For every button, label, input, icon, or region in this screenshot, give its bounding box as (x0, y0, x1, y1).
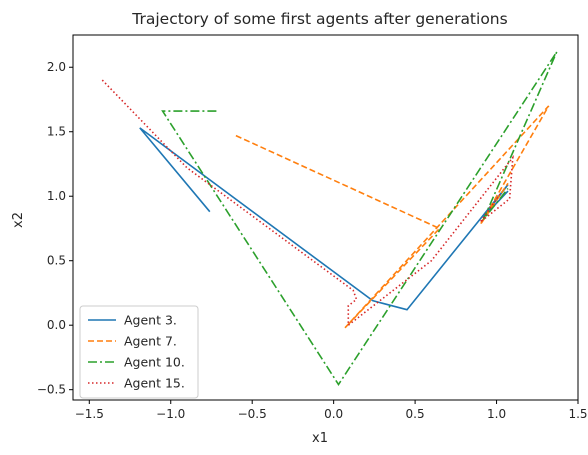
y-axis-label: x2 (11, 212, 26, 228)
series-line-1 (139, 127, 509, 311)
legend-entry-3: Agent 10. (124, 355, 185, 370)
y-tick-label: 0.5 (47, 254, 66, 268)
x-axis-label: x1 (312, 431, 328, 446)
x-tick-label: 0.5 (406, 407, 425, 421)
y-tick-label: 0.0 (47, 318, 66, 332)
y-tick-label: 1.5 (47, 125, 66, 139)
series-line-3 (161, 51, 558, 386)
axes-layer: −1.5 −1.0 −0.5 0.0 0.5 1.0 1.5 −0.5 0.0 0.5 1.0 1.5… (37, 60, 588, 421)
y-tick-label: 2.0 (47, 60, 66, 74)
x-tick-label: 0.0 (324, 407, 343, 421)
y-tick-label: −0.5 (37, 383, 66, 397)
series-layer (101, 51, 558, 386)
legend: Agent 3. Agent 7. Agent 10. Agent 15. (79, 305, 199, 399)
legend-box (79, 305, 199, 399)
series-line-2 (235, 105, 550, 329)
y-tick-label: 1.0 (47, 189, 66, 203)
x-tick-label: 1.0 (487, 407, 506, 421)
series-line-4 (101, 79, 514, 327)
legend-entry-4: Agent 15. (124, 376, 185, 391)
x-tick-label: −0.5 (238, 407, 267, 421)
plot-frame (72, 34, 579, 401)
legend-entry-2: Agent 7. (124, 334, 177, 349)
legend-entry-1: Agent 3. (124, 313, 177, 328)
chart-title: Trajectory of some first agents after ge… (131, 10, 507, 28)
x-tick-label: −1.0 (156, 407, 185, 421)
x-tick-label: 1.5 (568, 407, 587, 421)
x-tick-label: −1.5 (75, 407, 104, 421)
plot-area (72, 34, 579, 401)
